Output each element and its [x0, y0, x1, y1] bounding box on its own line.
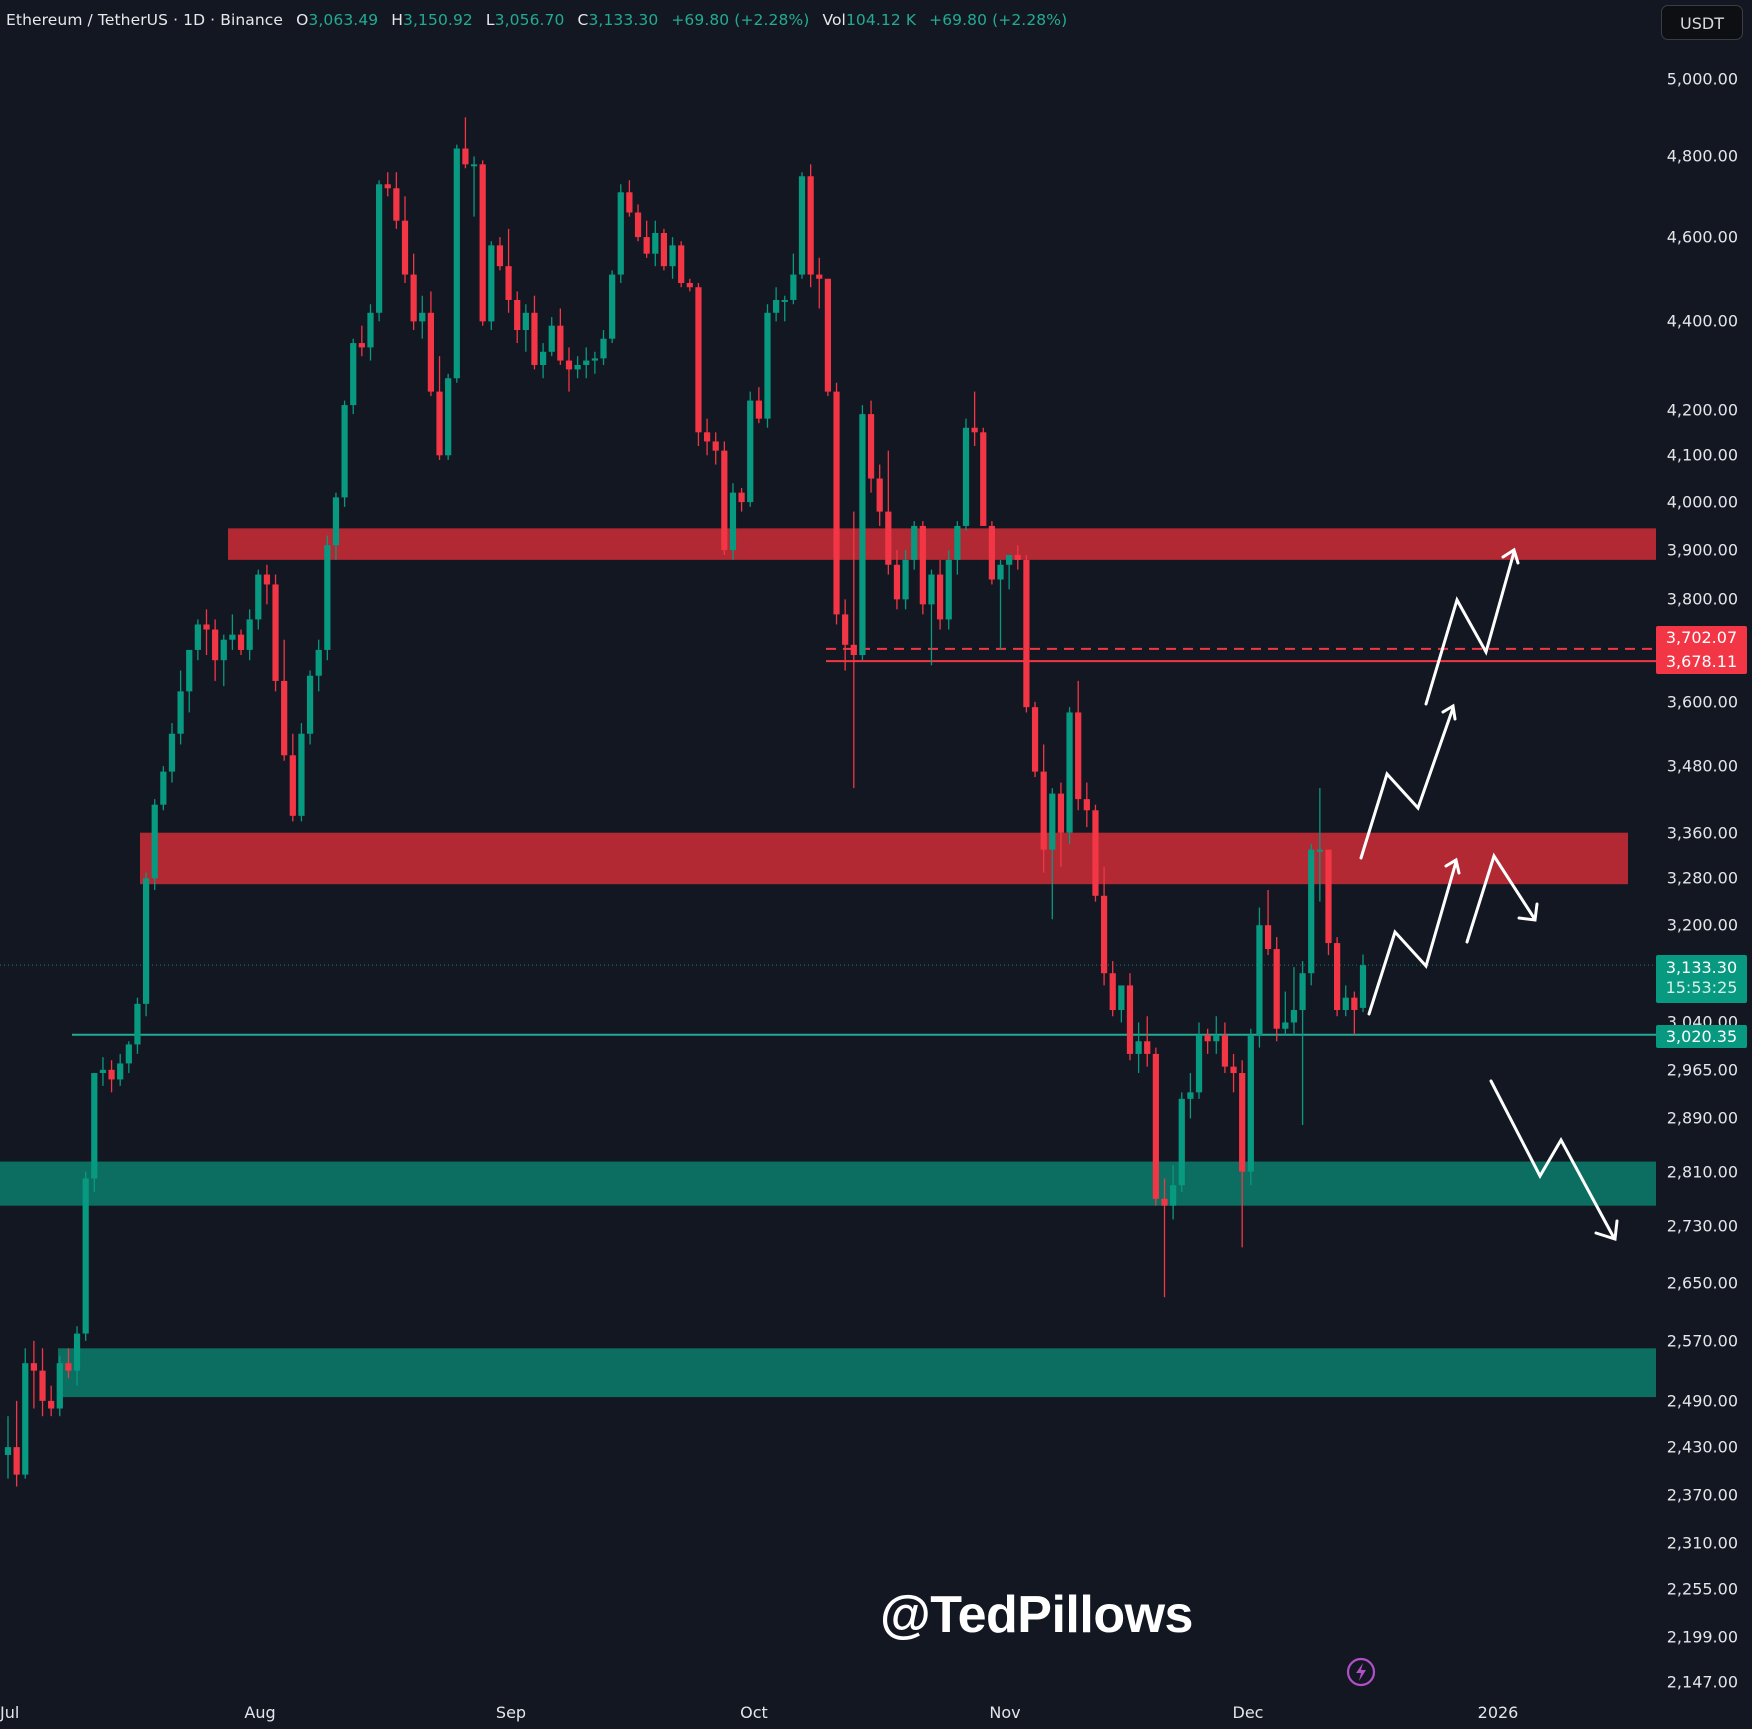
scenario-arrows-layer [1359, 547, 1619, 1241]
price-tick: 4,000.00 [1666, 492, 1738, 512]
price-tick: 3,800.00 [1666, 589, 1738, 609]
price-tick: 4,800.00 [1666, 146, 1738, 166]
price-tick: 3,600.00 [1666, 692, 1738, 712]
candles-layer [4, 117, 1367, 1487]
dashed-level-tag: 3,702.07 [1656, 626, 1747, 650]
price-tick: 4,400.00 [1666, 311, 1738, 331]
price-tick: 2,890.00 [1666, 1108, 1738, 1128]
close-value: 3,133.30 [588, 11, 659, 29]
price-tick: 2,199.00 [1666, 1627, 1738, 1647]
symbol-title[interactable]: Ethereum / TetherUS · 1D · Binance [6, 11, 284, 29]
price-tick: 2,490.00 [1666, 1391, 1738, 1411]
time-tick: Jul [0, 1703, 20, 1722]
price-tick: 4,200.00 [1666, 400, 1738, 420]
last-price-tag: 3,133.30 15:53:25 [1656, 955, 1747, 1003]
open-label: O [296, 11, 309, 29]
price-tick: 2,255.00 [1666, 1579, 1738, 1599]
volume-change-value: +69.80 (+2.28%) [929, 11, 1068, 29]
price-tick: 4,100.00 [1666, 445, 1738, 465]
time-tick: 2026 [1477, 1703, 1519, 1722]
author-watermark: @TedPillows [880, 1586, 1193, 1644]
change-value: +69.80 (+2.28%) [671, 11, 810, 29]
time-tick: Aug [244, 1703, 276, 1722]
symbol-legend: Ethereum / TetherUS · 1D · Binance O3,06… [6, 11, 1067, 29]
time-tick: Oct [740, 1703, 768, 1722]
support-line-tag: 3,020.35 [1656, 1025, 1747, 1048]
currency-button[interactable]: USDT [1661, 5, 1743, 40]
price-tick: 2,650.00 [1666, 1273, 1738, 1293]
volume-value: 104.12 K [845, 11, 917, 29]
solid-red-level-tag: 3,678.11 [1656, 650, 1747, 674]
high-value: 3,150.92 [403, 11, 473, 29]
resistance-zone [140, 832, 1628, 885]
zones-layer [0, 528, 1656, 1398]
price-tick: 3,280.00 [1666, 868, 1738, 888]
price-tick: 4,600.00 [1666, 227, 1738, 247]
support-zone [0, 1161, 1656, 1206]
time-tick: Nov [989, 1703, 1021, 1722]
price-tick: 2,147.00 [1666, 1672, 1738, 1692]
time-tick: Dec [1232, 1703, 1264, 1722]
price-tick: 2,965.00 [1666, 1060, 1738, 1080]
price-tick: 3,360.00 [1666, 823, 1738, 843]
lightning-icon[interactable] [1346, 1657, 1376, 1687]
price-tick: 2,370.00 [1666, 1485, 1738, 1505]
low-label: L [485, 11, 495, 29]
price-tick: 2,430.00 [1666, 1437, 1738, 1457]
levels-layer [0, 647, 1656, 1036]
high-label: H [391, 11, 404, 29]
price-tick: 3,200.00 [1666, 915, 1738, 935]
price-tick: 2,570.00 [1666, 1331, 1738, 1351]
low-value: 3,056.70 [494, 11, 565, 29]
volume-label: Vol [822, 11, 846, 29]
open-value: 3,063.49 [308, 11, 379, 29]
price-tick: 5,000.00 [1666, 69, 1738, 89]
price-tick: 2,310.00 [1666, 1533, 1738, 1553]
time-tick: Sep [495, 1703, 527, 1722]
resistance-zone [228, 528, 1656, 560]
last-price-value: 3,133.30 [1665, 958, 1738, 977]
close-label: C [577, 11, 589, 29]
price-tick: 3,480.00 [1666, 756, 1738, 776]
bar-countdown: 15:53:25 [1665, 978, 1738, 997]
price-tick: 2,730.00 [1666, 1216, 1738, 1236]
support-zone [58, 1348, 1656, 1398]
price-tick: 2,810.00 [1666, 1162, 1738, 1182]
price-tick: 3,900.00 [1666, 540, 1738, 560]
